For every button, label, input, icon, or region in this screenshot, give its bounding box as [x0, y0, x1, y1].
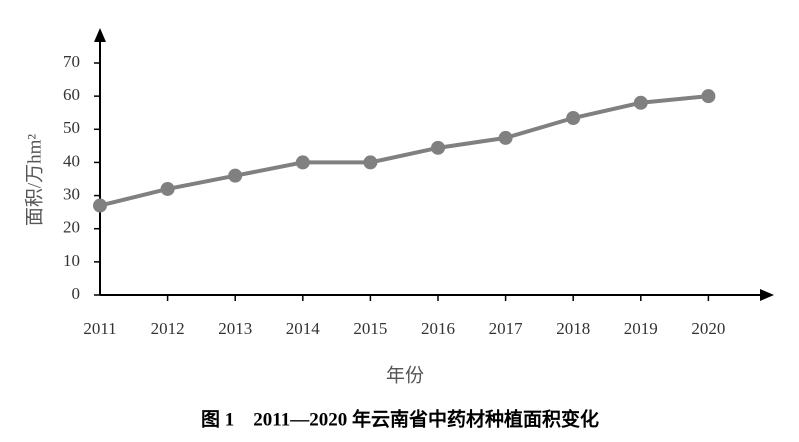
y-tick-label: 0	[72, 284, 81, 303]
y-axis-label: 面积/万hm²	[23, 134, 45, 227]
x-tick-label: 2017	[489, 319, 524, 338]
x-axis-arrow	[760, 289, 774, 301]
marker	[228, 168, 243, 183]
y-axis-arrow	[94, 28, 106, 42]
x-tick-label: 2015	[353, 319, 387, 338]
y-tick-label: 70	[63, 52, 80, 71]
marker	[566, 111, 581, 126]
y-tick-label: 20	[63, 218, 80, 237]
marker	[363, 155, 378, 170]
x-tick-label: 2014	[286, 319, 321, 338]
marker	[93, 198, 107, 213]
x-tick-label: 2012	[151, 319, 185, 338]
marker	[160, 181, 175, 196]
x-tick-label: 2018	[556, 319, 590, 338]
y-tick-label: 50	[63, 118, 80, 137]
marker	[498, 130, 513, 145]
marker	[295, 155, 310, 170]
y-tick-label: 40	[63, 151, 80, 170]
y-tick-label: 10	[63, 251, 80, 270]
x-tick-label: 2020	[691, 319, 725, 338]
x-tick-label: 2013	[218, 319, 252, 338]
x-axis-label: 年份	[386, 364, 424, 386]
marker	[701, 89, 716, 104]
y-tick-label: 60	[63, 85, 80, 104]
x-tick-label: 2019	[624, 319, 658, 338]
x-tick-label: 2016	[421, 319, 455, 338]
line	[99, 94, 709, 208]
y-tick-label: 30	[63, 184, 80, 203]
x-tick-label: 2011	[83, 319, 116, 338]
chart-title: 图 1 2011—2020 年云南省中药材种植面积变化	[201, 407, 599, 430]
marker	[633, 95, 648, 110]
marker	[431, 140, 445, 155]
